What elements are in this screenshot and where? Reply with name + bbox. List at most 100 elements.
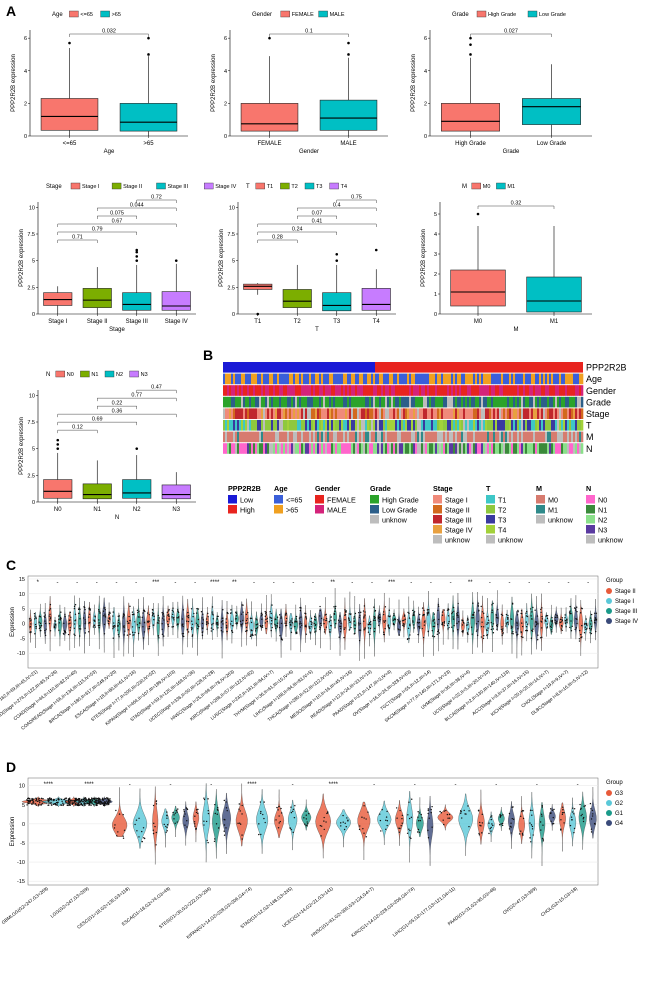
data-point [578,638,581,640]
data-point [403,622,405,625]
legend-label: T1 [267,184,273,190]
data-point [443,609,445,611]
heatmap-cell [345,431,348,443]
violin-shape [569,797,577,847]
data-point [88,800,90,802]
data-point [29,802,31,804]
data-point [521,625,524,628]
data-point [250,621,253,624]
data-point [225,827,227,829]
data-point [357,622,360,624]
heatmap-row-label: Grade [586,397,611,407]
data-point [421,817,423,819]
heatmap-cell [229,420,232,431]
data-point [385,816,388,818]
data-point [384,606,387,608]
legend-label: M0 [483,184,491,190]
data-point [319,628,321,630]
heatmap-cell [283,408,286,419]
data-point [54,627,56,629]
violin-shape [367,615,372,647]
box-Low Grade [522,98,581,125]
violin-shape [298,597,303,653]
data-point [217,623,219,625]
y-tick-label: 2 [424,101,427,107]
data-point [343,828,346,831]
legend-key [111,182,122,190]
heatmap-cell [385,373,388,385]
heatmap-cell [247,408,250,419]
data-point [542,840,545,842]
data-point [491,611,493,614]
heatmap-cell [375,385,378,396]
heatmap-cell [371,408,374,419]
heatmap-cell [361,385,364,396]
data-point [177,623,179,625]
heatmap-cell [483,408,486,419]
data-point [441,624,444,626]
heatmap-cell [229,373,232,385]
data-point [490,818,492,821]
violin-shape [235,783,248,847]
heatmap-cell [243,396,246,408]
data-point [383,633,385,636]
data-point [369,633,371,636]
heatmap-cell [253,420,256,431]
heatmap-cell [533,385,536,396]
heatmap-cell [269,420,272,431]
y-tick-label: -15 [17,879,25,885]
heatmap-cell [349,443,352,454]
heatmap-cell [389,396,392,408]
heatmap-cell [541,431,544,443]
violin-shape [451,595,456,650]
data-point [99,798,101,801]
heatmap-cell [509,408,512,419]
data-point [190,608,193,610]
heatmap-cell [435,396,438,408]
data-point [298,617,301,619]
heatmap-cell [495,396,498,408]
data-point [241,623,244,625]
data-point [137,632,140,635]
data-point [298,623,301,625]
data-point [595,612,598,614]
heatmap-cell [267,431,270,443]
heatmap-cell [379,420,382,431]
heatmap-cell [227,396,230,408]
data-point [526,610,528,613]
data-point [44,629,46,632]
data-point [501,630,504,632]
heatmap-cell [399,385,402,396]
data-point [481,621,483,623]
data-point [363,805,365,807]
data-point [501,822,504,825]
heatmap-cell [405,420,408,431]
legend-title: Grade [452,12,469,18]
heatmap-cell [237,385,240,396]
data-point [216,621,219,624]
heatmap-cell [581,385,584,396]
heatmap-cell [559,373,562,385]
data-point [98,797,100,799]
data-point [443,624,445,627]
heatmap-cell [483,385,486,396]
data-point [445,809,447,812]
data-point [138,836,140,838]
data-point [383,620,385,622]
data-point [49,797,51,799]
data-point [532,834,534,836]
data-point [80,798,83,801]
heatmap-cell [459,431,462,443]
data-point [578,640,581,642]
heatmap-cell [291,373,294,385]
comparison-p-value: 0.72 [151,195,162,201]
heatmap-row-Grade: Grade [223,396,611,408]
heatmap-cell [569,443,572,454]
heatmap-cell [549,420,552,431]
data-point [382,613,385,616]
data-point [277,809,279,811]
heatmap-cell [527,408,530,419]
heatmap-cell [563,396,566,408]
y-tick-label: 10 [29,205,35,211]
data-point [221,620,223,623]
